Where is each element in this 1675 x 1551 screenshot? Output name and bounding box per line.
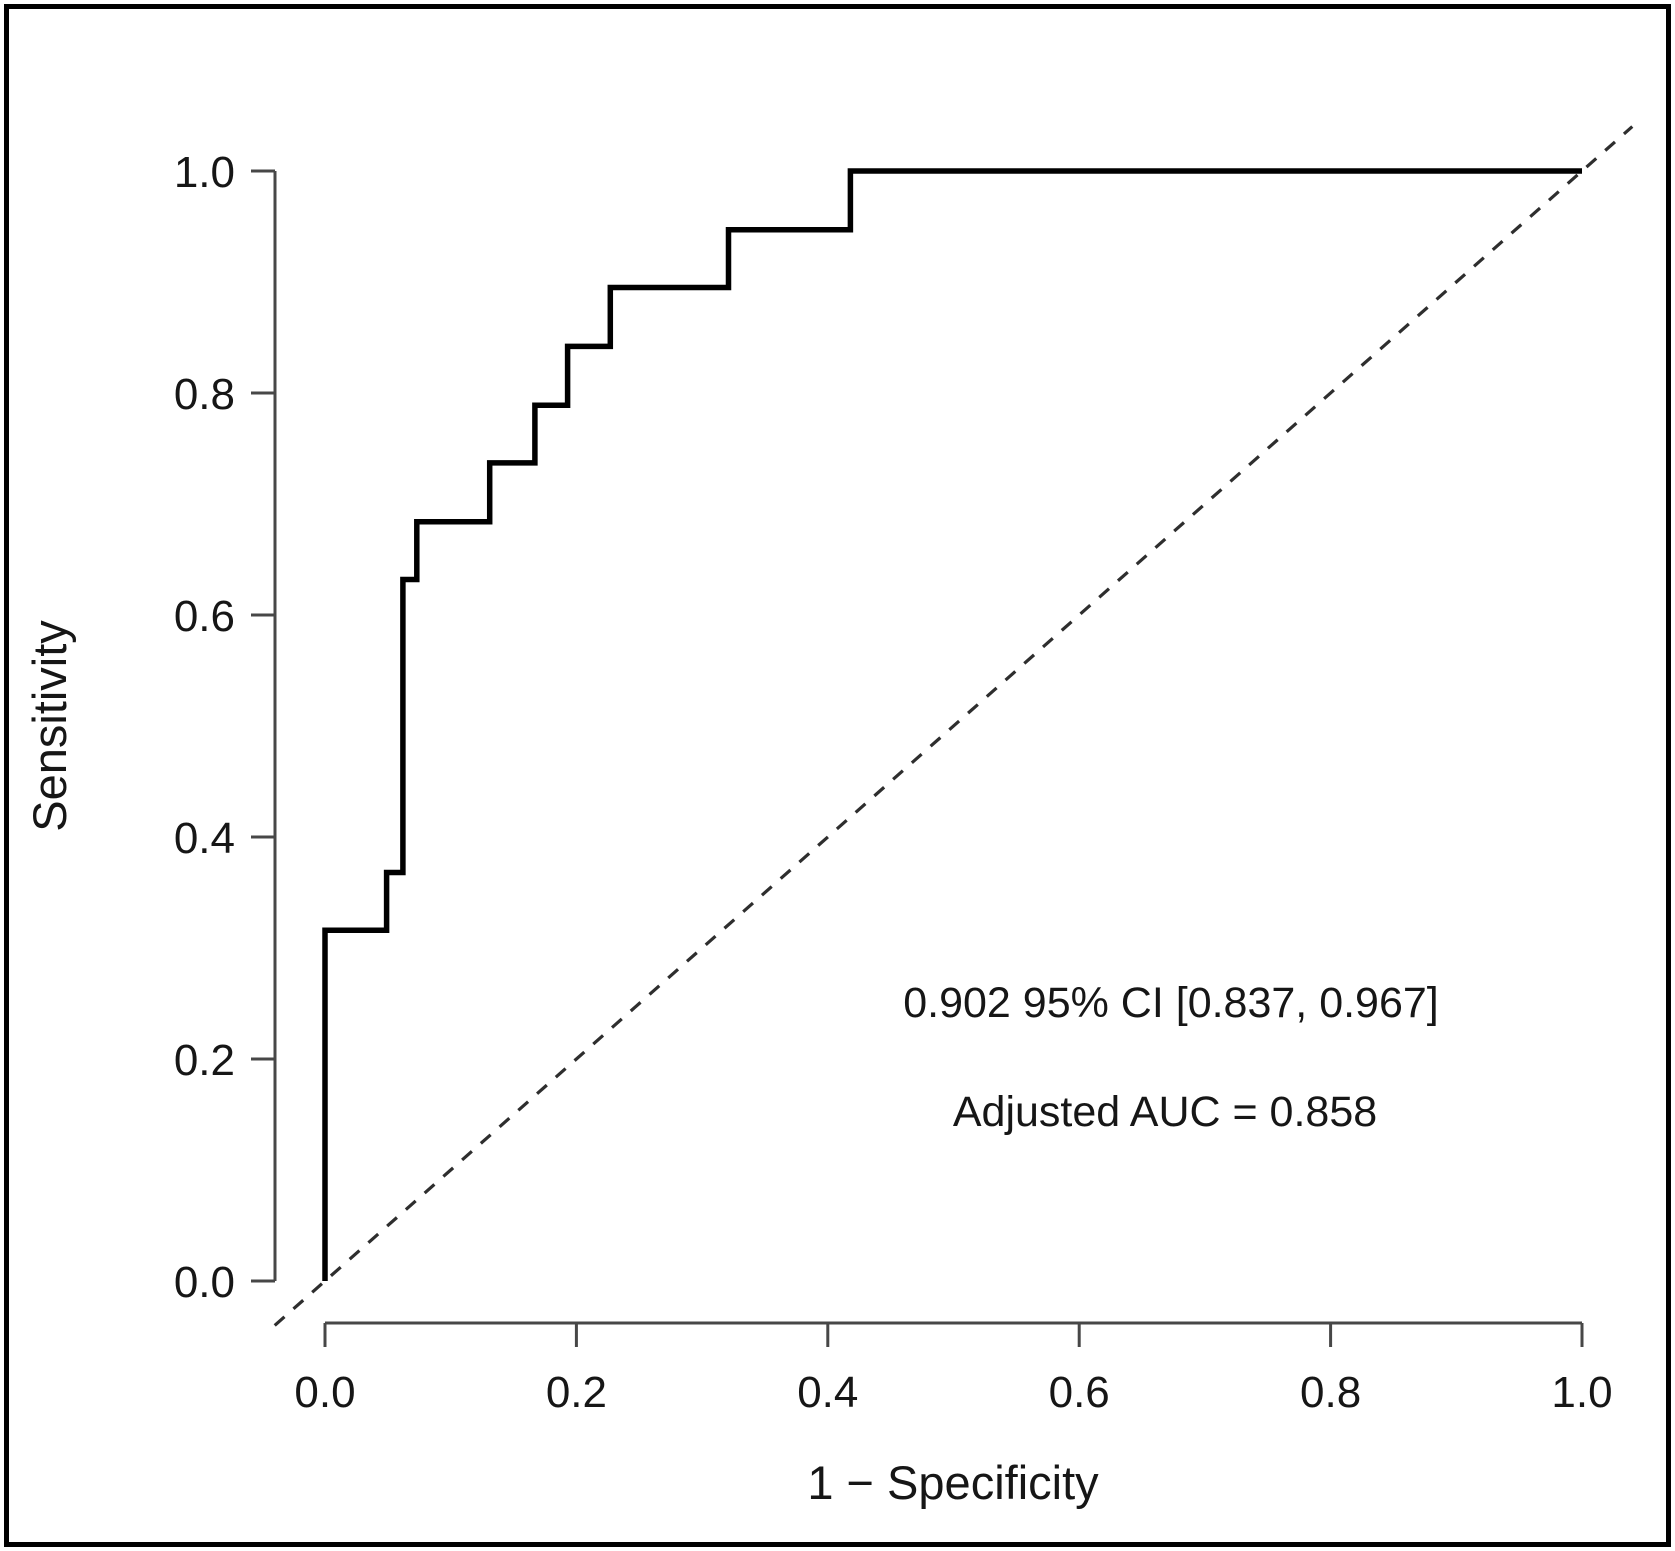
x-tick-label: 0.4 bbox=[797, 1368, 858, 1417]
x-tick-label: 1.0 bbox=[1551, 1368, 1612, 1417]
x-tick-label: 0.2 bbox=[546, 1368, 607, 1417]
x-axis-ticks: 0.0 0.2 0.4 0.6 0.8 1.0 bbox=[294, 1323, 1613, 1417]
y-tick-label: 0.6 bbox=[174, 592, 235, 641]
chance-diagonal-line bbox=[273, 125, 1634, 1327]
adjusted-auc-annotation: Adjusted AUC = 0.858 bbox=[953, 1088, 1377, 1136]
x-tick-label: 0.0 bbox=[294, 1368, 355, 1417]
x-axis-title: 1 − Specificity bbox=[807, 1456, 1099, 1509]
x-tick-label: 0.8 bbox=[1300, 1368, 1361, 1417]
y-tick-label: 1.0 bbox=[174, 148, 235, 197]
y-tick-label: 0.2 bbox=[174, 1036, 235, 1085]
auc-ci-annotation: 0.902 95% CI [0.837, 0.967] bbox=[903, 979, 1439, 1027]
y-axis-ticks: 0.0 0.2 0.4 0.6 0.8 1.0 bbox=[174, 148, 275, 1307]
roc-curve bbox=[322, 168, 1582, 1281]
y-tick-label: 0.8 bbox=[174, 370, 235, 419]
y-axis-title: Sensitivity bbox=[23, 620, 76, 832]
y-tick-label: 0.0 bbox=[174, 1258, 235, 1307]
y-tick-label: 0.4 bbox=[174, 814, 235, 863]
figure-border bbox=[4, 4, 1671, 1547]
x-tick-label: 0.6 bbox=[1049, 1368, 1110, 1417]
